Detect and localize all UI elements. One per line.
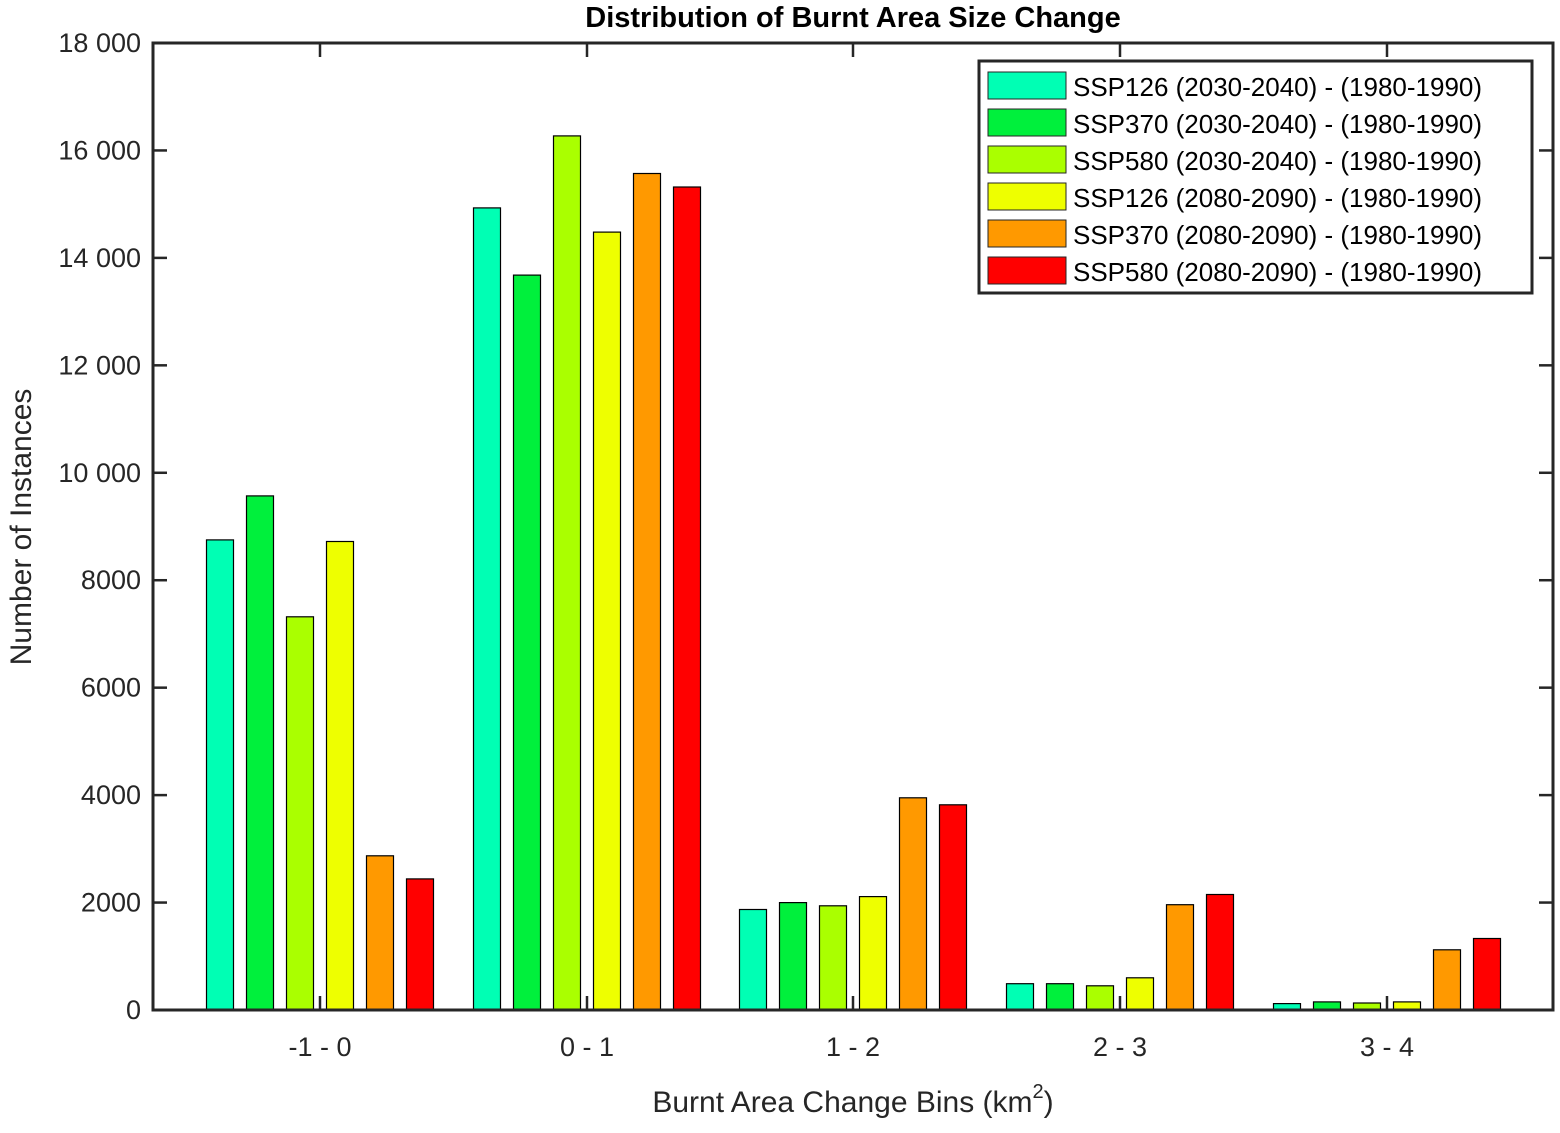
legend-swatch-5 [987, 219, 1067, 248]
bar-series-2-2 [512, 274, 542, 1011]
y-tick-label: 6000 [81, 673, 141, 703]
bar-series-1-2 [472, 207, 502, 1011]
x-axis-label-main: Burnt Area Change Bins (km [652, 1086, 1032, 1119]
axes-layer: 0 2000 4000 6000 8000 10 000 12 000 14 000 16 00… [58, 28, 1555, 1062]
legend-swatch-2 [987, 108, 1067, 137]
bar-series-6-5 [1472, 937, 1502, 1011]
legend-swatch-6 [987, 256, 1067, 285]
y-tick-label: 12 000 [58, 350, 141, 380]
y-axis-label: Number of Instances [5, 389, 38, 666]
y-tick-label: 8000 [81, 565, 141, 595]
chart-title: Distribution of Burnt Area Size Change [585, 2, 1120, 34]
bar-series-4-4 [1125, 977, 1155, 1011]
bar-series-6-2 [672, 186, 702, 1011]
legend-label-6: SSP580 (2080-2090) - (1980-1990) [1073, 257, 1482, 287]
y-tick-label: 16 000 [58, 135, 141, 165]
bar-series-4-2 [592, 231, 622, 1011]
bar-series-3-1 [285, 616, 315, 1011]
x-axis-label: Burnt Area Change Bins (km2) [652, 1081, 1053, 1119]
x-tick-label: -1 - 0 [288, 1032, 351, 1062]
x-tick-label: 2 - 3 [1093, 1032, 1147, 1062]
bar-series-2-3 [778, 901, 808, 1011]
legend-label-1: SSP126 (2030-2040) - (1980-1990) [1073, 72, 1482, 102]
bars-layer [205, 135, 1502, 1011]
bar-series-5-5 [1432, 949, 1462, 1011]
bar-series-3-2 [552, 135, 582, 1011]
legend-label-4: SSP126 (2080-2090) - (1980-1990) [1073, 183, 1482, 213]
legend-label-2: SSP370 (2030-2040) - (1980-1990) [1073, 109, 1482, 139]
bar-series-1-4 [1005, 983, 1035, 1011]
bar-series-5-3 [898, 797, 928, 1011]
bar-series-5-2 [632, 172, 662, 1011]
legend-swatch-3 [987, 145, 1067, 174]
legend-label-3: SSP580 (2030-2040) - (1980-1990) [1073, 146, 1482, 176]
legend-swatch-1 [987, 71, 1067, 100]
x-axis-label-suffix: ) [1044, 1086, 1054, 1119]
bar-series-6-4 [1205, 893, 1235, 1011]
y-tick-label: 0 [126, 995, 141, 1025]
legend: SSP126 (2030-2040) - (1980-1990) SSP370 (… [977, 59, 1534, 295]
bar-series-4-1 [325, 540, 355, 1011]
bar-series-6-1 [405, 878, 435, 1011]
bar-series-3-4 [1085, 985, 1115, 1011]
legend-box [977, 59, 1534, 295]
x-tick-label: 3 - 4 [1360, 1032, 1414, 1062]
bar-series-5-4 [1165, 904, 1195, 1011]
bar-series-1-1 [205, 539, 235, 1011]
legend-label-5: SSP370 (2080-2090) - (1980-1990) [1073, 220, 1482, 250]
y-tick-label: 18 000 [58, 28, 141, 58]
bar-series-2-4 [1045, 983, 1075, 1011]
y-tick-label: 2000 [81, 888, 141, 918]
bar-series-1-3 [738, 908, 768, 1011]
bar-series-4-3 [858, 895, 888, 1011]
y-tick-label: 10 000 [58, 458, 141, 488]
y-tick-label: 4000 [81, 780, 141, 810]
bar-series-6-3 [938, 804, 968, 1011]
legend-swatch-4 [987, 182, 1067, 211]
y-tick-label: 14 000 [58, 243, 141, 273]
x-tick-label: 1 - 2 [826, 1032, 880, 1062]
x-axis-label-superscript: 2 [1033, 1081, 1044, 1103]
bar-series-5-1 [365, 855, 395, 1011]
x-tick-label: 0 - 1 [560, 1032, 614, 1062]
bar-series-2-1 [245, 495, 275, 1011]
bar-series-3-3 [818, 905, 848, 1011]
